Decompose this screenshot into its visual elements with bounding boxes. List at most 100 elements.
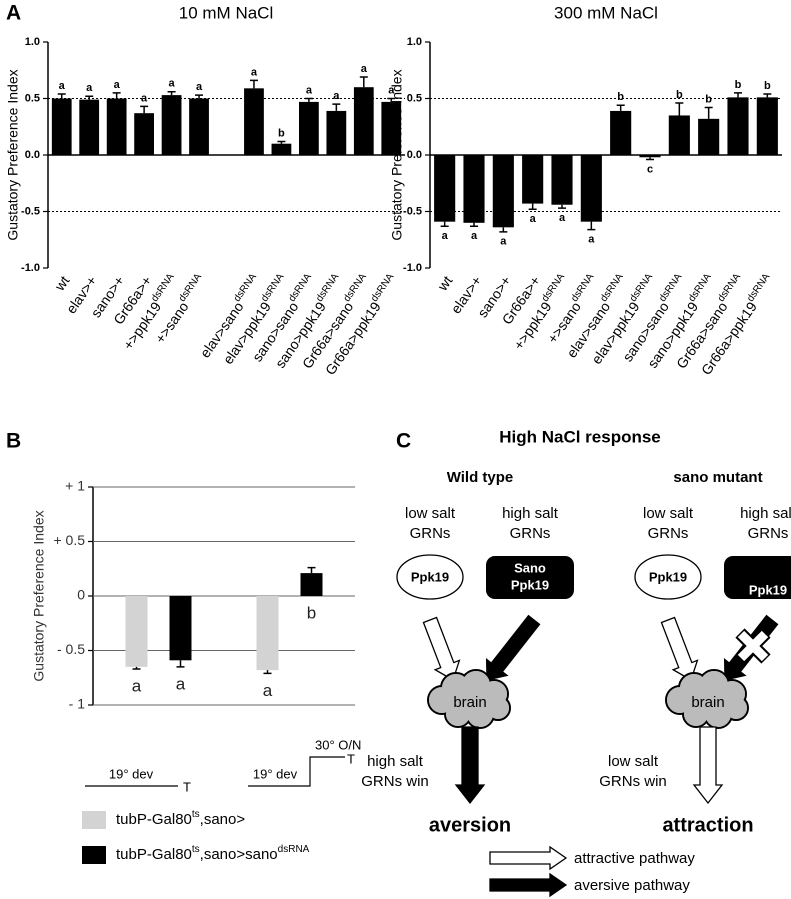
significance-letter: b (278, 127, 285, 139)
diagram-text: Ppk19 (749, 582, 787, 597)
error-bar (140, 105, 149, 114)
brain-core (444, 686, 496, 714)
x-tick-label: wt (433, 273, 455, 295)
error-bar (704, 106, 713, 119)
bar (492, 155, 514, 228)
y-tick-label: + 0.5 (53, 532, 85, 548)
diagram-text: GRNs (748, 525, 789, 542)
diagram-text: GRNs win (361, 773, 429, 790)
diagram-text: low salt (405, 505, 456, 522)
error-bar (440, 221, 449, 227)
bar (551, 155, 573, 205)
y-tick-label: -0.5 (21, 205, 40, 217)
y-tick-label: - 0.5 (57, 641, 85, 657)
superscript: dsRNA (716, 272, 743, 305)
bar (353, 87, 374, 155)
bar (79, 99, 100, 155)
y-tick-label: -1.0 (403, 262, 422, 274)
panel-label: A (6, 2, 21, 25)
y-tick-label: 1.0 (407, 36, 422, 48)
low-salt-channel (396, 554, 464, 600)
significance-letter: a (442, 230, 449, 242)
panel-label: B (6, 430, 21, 453)
significance-letter: b (307, 603, 316, 622)
column-heading: Wild type (447, 469, 514, 486)
error-bar (616, 104, 625, 111)
diagram-text: high salt (502, 505, 559, 522)
superscript: dsRNA (287, 272, 314, 305)
significance-letter: b (705, 93, 712, 105)
significance-letter: a (530, 213, 537, 225)
low-salt-channel (634, 554, 702, 600)
outcome: attraction (662, 814, 753, 836)
significance-letter: a (141, 92, 148, 104)
significance-letter: a (588, 233, 595, 245)
error-bar (263, 670, 272, 675)
diagram-title: High NaCl response (499, 427, 661, 446)
label-part: wt (51, 273, 73, 295)
error-bar (176, 660, 185, 668)
condition-label: 19° dev (109, 766, 154, 781)
diagram-text: brain (453, 694, 486, 711)
superscript: dsRNA (177, 272, 204, 305)
superscript: dsRNA (569, 272, 596, 305)
bar (727, 97, 749, 155)
superscript: dsRNA (599, 272, 626, 305)
chart-title: 10 mM NaCl (179, 3, 273, 22)
y-tick-label: 0.5 (407, 92, 422, 104)
outcome: aversion (429, 814, 511, 836)
label-part: tubP-Gal80 (116, 846, 192, 863)
attractive-arrow (660, 616, 699, 681)
superscript: dsRNA (657, 272, 684, 305)
significance-letter: a (114, 79, 121, 91)
bar (256, 596, 279, 671)
significance-letter: a (176, 674, 186, 693)
significance-letter: a (263, 681, 273, 700)
bar (668, 115, 690, 155)
y-tick-label: - 1 (69, 696, 86, 712)
error-bar (57, 93, 66, 99)
significance-letter: a (333, 90, 340, 102)
significance-letter: b (735, 79, 742, 91)
superscript: dsRNA (628, 272, 655, 305)
superscript: dsRNA (687, 272, 714, 305)
error-bar (132, 666, 141, 670)
bar (189, 98, 209, 155)
y-tick-label: 0.5 (25, 92, 40, 104)
bar (298, 101, 319, 155)
bar (580, 155, 602, 222)
significance-letter: c (647, 163, 653, 175)
bar (326, 110, 347, 155)
bar (434, 155, 456, 222)
high-salt-channel (486, 556, 574, 599)
significance-letter: a (361, 63, 368, 75)
significance-letter: a (471, 230, 478, 242)
diagram-text: brain (691, 694, 724, 711)
significance-letter: a (59, 80, 66, 92)
superscript: dsRNA (369, 272, 396, 305)
y-tick-label: 1.0 (25, 36, 40, 48)
error-bar (558, 204, 566, 209)
bar (463, 155, 485, 223)
bar (756, 97, 778, 155)
error-bar (734, 92, 742, 98)
label-part: ,sano> (200, 811, 246, 828)
error-bar (359, 76, 368, 88)
error-bar (277, 140, 286, 144)
label-part: tubP-Gal80 (116, 811, 192, 828)
diagram-text: Ppk19 (511, 577, 549, 592)
y-axis-label: Gustatory Preference Index (5, 69, 21, 240)
error-bar (112, 92, 121, 99)
label-part: ,sano>sano (200, 846, 278, 863)
label-part: wt (433, 273, 455, 295)
condition-label: 19° dev (253, 766, 298, 781)
error-bar (675, 102, 684, 116)
brain-core (682, 686, 734, 714)
condition-label: T (347, 751, 355, 766)
superscript: dsRNA (540, 272, 567, 305)
temperature-trace (248, 756, 345, 787)
significance-letter: b (676, 89, 683, 101)
error-bar (499, 227, 508, 233)
diagram-text: GRNs (510, 525, 551, 542)
significance-letter: a (251, 66, 258, 78)
